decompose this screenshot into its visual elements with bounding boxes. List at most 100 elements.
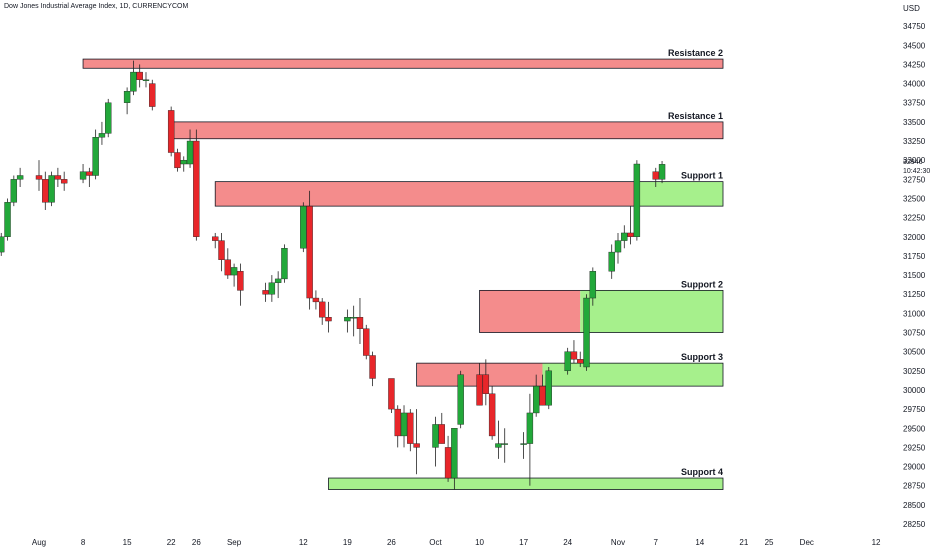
candle-body-down	[539, 385, 546, 406]
candle[interactable]	[388, 378, 395, 413]
candle[interactable]	[4, 198, 11, 241]
support-2-label: Support 2	[681, 279, 723, 289]
candle[interactable]	[476, 363, 483, 406]
candle[interactable]	[432, 416, 439, 467]
candle[interactable]	[174, 148, 181, 172]
candle[interactable]	[363, 324, 370, 360]
candle[interactable]	[186, 129, 194, 168]
candle[interactable]	[589, 267, 597, 306]
candle[interactable]	[212, 232, 219, 249]
candle[interactable]	[501, 428, 508, 463]
candle[interactable]	[42, 171, 49, 210]
candle[interactable]	[583, 294, 590, 371]
candle[interactable]	[98, 121, 106, 145]
candle[interactable]	[658, 160, 666, 184]
candle[interactable]	[526, 393, 534, 486]
support-3-label: Support 3	[681, 352, 723, 362]
candle[interactable]	[633, 160, 641, 241]
candle[interactable]	[167, 106, 175, 157]
candle[interactable]	[488, 386, 496, 440]
candle[interactable]	[274, 271, 282, 299]
candle[interactable]	[306, 190, 313, 310]
candle[interactable]	[627, 206, 634, 245]
resistance-1-zone[interactable]	[170, 121, 724, 140]
candle[interactable]	[149, 79, 156, 111]
candle[interactable]	[413, 409, 420, 475]
candle[interactable]	[180, 156, 187, 172]
candle[interactable]	[16, 167, 24, 187]
candle[interactable]	[319, 298, 326, 325]
resistance-2-zone[interactable]	[82, 58, 724, 69]
candle[interactable]	[344, 309, 351, 333]
candle[interactable]	[438, 412, 445, 444]
candle[interactable]	[262, 282, 269, 302]
candle[interactable]	[564, 347, 571, 375]
x-tick-label: 7	[654, 538, 659, 547]
candle[interactable]	[482, 359, 490, 406]
support-4-zone[interactable]	[328, 477, 724, 490]
candle[interactable]	[444, 435, 452, 482]
candle[interactable]	[652, 167, 659, 187]
candle[interactable]	[193, 129, 200, 241]
candle[interactable]	[312, 290, 320, 310]
candle[interactable]	[123, 87, 131, 115]
candle-body-down	[363, 328, 370, 356]
candle[interactable]	[495, 420, 502, 459]
y-tick-label: 31000	[903, 309, 926, 318]
candle[interactable]	[79, 164, 87, 184]
candle[interactable]	[614, 232, 622, 264]
candle[interactable]	[407, 409, 414, 452]
candle[interactable]	[237, 263, 244, 306]
candle[interactable]	[35, 160, 43, 191]
candle[interactable]	[369, 351, 376, 387]
candle[interactable]	[350, 305, 357, 337]
support-1-zone-red[interactable]	[215, 181, 637, 207]
candle[interactable]	[394, 405, 401, 448]
candle[interactable]	[400, 405, 408, 448]
candle[interactable]	[545, 366, 552, 410]
candle[interactable]	[0, 232, 5, 256]
candle[interactable]	[532, 374, 540, 417]
support-2-zone-green[interactable]	[580, 290, 723, 333]
candle[interactable]	[577, 351, 584, 367]
candle[interactable]	[570, 340, 578, 364]
candle[interactable]	[621, 225, 628, 249]
candle[interactable]	[218, 232, 225, 272]
candle[interactable]	[54, 167, 62, 187]
candle-body-down	[60, 179, 68, 184]
candle[interactable]	[142, 72, 150, 88]
candle[interactable]	[86, 167, 93, 187]
candle[interactable]	[520, 432, 527, 459]
candle[interactable]	[60, 171, 68, 191]
candle-body-down	[42, 179, 49, 203]
y-tick-label: 34500	[903, 41, 926, 50]
candle[interactable]	[48, 171, 55, 207]
support-1-zone-green[interactable]	[636, 181, 723, 207]
candle[interactable]	[130, 60, 137, 96]
candle-body-up	[0, 236, 5, 253]
candle-body-down	[174, 152, 181, 169]
candle[interactable]	[325, 301, 332, 333]
candle[interactable]	[136, 64, 143, 88]
support-3-zone-green[interactable]	[542, 363, 723, 387]
candle[interactable]	[457, 370, 464, 429]
candle[interactable]	[224, 248, 232, 279]
candle[interactable]	[281, 244, 288, 283]
candle-body-down	[306, 205, 313, 299]
candle[interactable]	[92, 129, 99, 180]
candle[interactable]	[539, 374, 546, 406]
candle[interactable]	[300, 202, 307, 253]
candle[interactable]	[105, 98, 112, 138]
candle[interactable]	[451, 428, 458, 490]
support-2-zone-red[interactable]	[479, 290, 581, 333]
candle[interactable]	[230, 263, 238, 287]
x-tick-label: 22	[167, 538, 176, 547]
candle[interactable]	[10, 175, 18, 207]
candle[interactable]	[608, 244, 615, 279]
candle-body-up	[589, 271, 597, 299]
candle[interactable]	[268, 275, 276, 302]
candle-body-down	[394, 408, 401, 437]
x-tick-label: Nov	[611, 538, 625, 547]
candle[interactable]	[356, 298, 364, 345]
